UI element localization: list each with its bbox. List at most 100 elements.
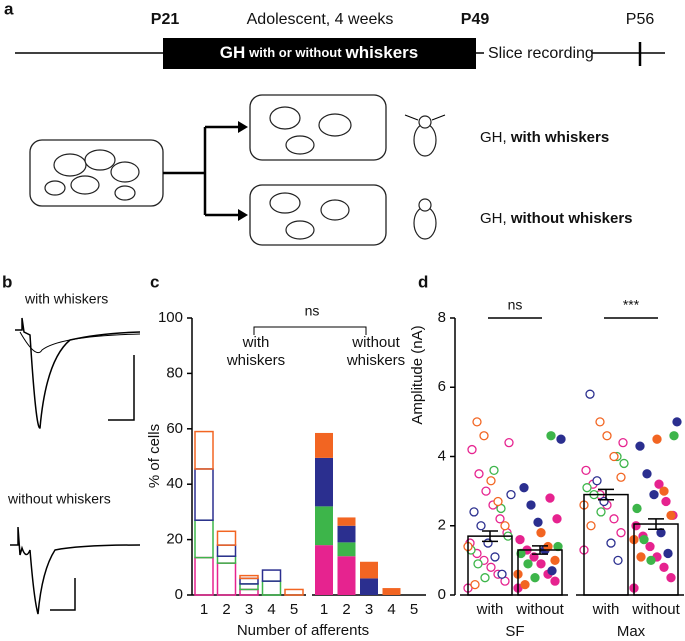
- data-point: [493, 496, 503, 507]
- mice-without: [269, 192, 350, 240]
- x-tick-label: 5: [290, 601, 298, 618]
- data-point: [495, 514, 505, 524]
- bar-segment: [382, 588, 401, 595]
- significance: ns: [508, 297, 523, 313]
- y-tick-label: 6: [438, 378, 446, 395]
- data-point: [506, 489, 516, 500]
- bar-segment: [315, 545, 333, 595]
- mice-group: [44, 149, 140, 201]
- treatment-text: GH with or without whiskers: [220, 43, 418, 62]
- text-part: whiskers: [344, 43, 418, 62]
- data-point: [481, 486, 491, 496]
- cage: [249, 184, 387, 246]
- y-label: % of cells: [146, 424, 163, 488]
- trace-label: with whiskers: [24, 291, 108, 307]
- data-point: [672, 417, 682, 427]
- data-point: [529, 552, 539, 562]
- text-part: GH,: [480, 129, 511, 146]
- data-point: [486, 562, 496, 572]
- trace: [10, 526, 141, 615]
- bar-segment: [216, 562, 237, 596]
- data-point: [523, 559, 533, 569]
- condition-label: GH, without whiskers: [480, 210, 633, 227]
- condition-label: GH, with whiskers: [480, 129, 609, 146]
- bar: [583, 493, 629, 596]
- data-point: [545, 493, 555, 503]
- data-point: [613, 555, 623, 566]
- text-part: without whiskers: [510, 210, 633, 227]
- data-point: [489, 465, 499, 476]
- x-tick-label: without: [515, 601, 564, 618]
- mouse-icon: [404, 114, 446, 157]
- data-point: [546, 431, 556, 441]
- data-point: [596, 507, 606, 517]
- data-point: [631, 521, 641, 531]
- bracket: [253, 326, 367, 335]
- data-point: [636, 552, 646, 562]
- data-point: [659, 486, 669, 496]
- data-point: [595, 417, 605, 427]
- period-label: Adolescent, 4 weeks: [247, 11, 394, 28]
- x-tick-label: 4: [267, 601, 275, 618]
- x-label: Number of afferents: [237, 622, 369, 639]
- bar-segment: [315, 457, 333, 507]
- data-point: [504, 437, 514, 448]
- bar-segment: [239, 588, 259, 596]
- arrow-heads: [238, 121, 248, 221]
- bar-segment: [239, 583, 259, 591]
- data-point: [490, 552, 500, 562]
- y-tick-label: 20: [166, 531, 183, 548]
- x-tick-label: 2: [222, 601, 230, 618]
- y-tick-label: 0: [438, 586, 446, 603]
- data-point: [649, 489, 659, 500]
- data-point: [616, 472, 626, 482]
- data-point: [632, 503, 642, 514]
- data-point: [659, 562, 669, 572]
- data-point: [639, 534, 649, 545]
- group-label: without: [351, 334, 400, 351]
- data-point: [533, 517, 543, 527]
- y-tick-label: 0: [175, 586, 183, 603]
- data-point: [599, 496, 609, 507]
- data-point: [520, 579, 530, 590]
- data-point: [582, 483, 592, 493]
- bar-segment: [284, 588, 304, 596]
- panel-letter: c: [150, 272, 159, 291]
- panel-letter: b: [2, 272, 12, 291]
- trace: [15, 317, 141, 429]
- panel-letter: a: [4, 0, 14, 18]
- bar-segment: [194, 430, 214, 470]
- data-point: [473, 559, 483, 569]
- data-point: [645, 541, 655, 552]
- scale-bar: [50, 578, 76, 611]
- data-point: [666, 510, 676, 521]
- trace-label: without whiskers: [7, 491, 111, 507]
- bar-segment: [360, 578, 378, 595]
- data-point: [467, 444, 477, 455]
- data-point: [536, 528, 546, 538]
- data-point: [635, 441, 645, 451]
- text-part: with or without: [248, 45, 342, 60]
- bar-segment: [216, 544, 237, 557]
- text-part: GH,: [480, 210, 511, 227]
- y-tick-label: 40: [166, 475, 183, 492]
- data-point: [666, 573, 676, 583]
- text-part: with whiskers: [510, 129, 609, 146]
- data-point: [479, 431, 489, 441]
- data-point: [663, 548, 673, 559]
- data-point: [642, 469, 652, 479]
- error-bar: [482, 530, 498, 543]
- x-tick-label: 3: [245, 601, 253, 618]
- group-label: Max: [617, 623, 646, 640]
- group-label: whiskers: [226, 352, 285, 369]
- mice-with: [269, 106, 352, 155]
- y-tick-label: 8: [438, 309, 446, 326]
- x-tick-label: with: [476, 601, 504, 618]
- data-point: [586, 521, 596, 531]
- data-point: [469, 507, 479, 517]
- data-point: [470, 579, 480, 590]
- data-point: [486, 476, 496, 486]
- cage: [249, 94, 387, 161]
- data-point: [519, 483, 529, 493]
- bar-segment: [261, 569, 282, 582]
